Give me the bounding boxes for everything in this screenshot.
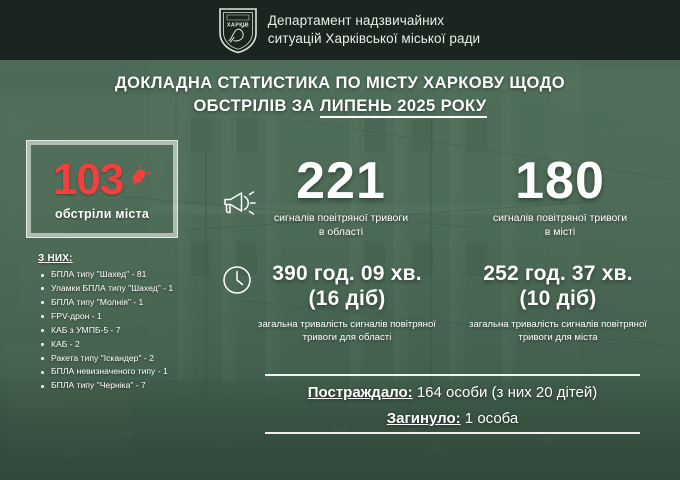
casualties-injured-row: Постраждало: 164 особи (з них 20 дітей) <box>265 384 640 402</box>
duration-city-hours: 252 год. 37 хв. <box>483 262 633 285</box>
casualties-divider-bottom <box>265 432 640 434</box>
list-item: КАБ з УМПБ-5 - 7 <box>38 324 248 338</box>
casualties-killed-row: Загинуло: 1 особа <box>265 410 640 428</box>
duration-oblast-caption: загальна тривалість сигналів повітряної … <box>258 318 436 343</box>
duration-city-caption: загальна тривалість сигналів повітряної … <box>469 318 647 343</box>
breakdown-list: БПЛА типу "Шахед" - 81 Уламки БПЛА типу … <box>38 268 248 393</box>
shellings-count-row: 103 <box>52 155 152 205</box>
breakdown-title: З НИХ: <box>38 253 73 264</box>
casualties-injured-value: 164 особи (з них 20 дітей) <box>412 384 598 401</box>
duration-city-block: 252 год. 37 хв. (10 діб) загальна тривал… <box>452 262 664 344</box>
duration-oblast-block: 390 год. 09 хв. (16 діб) загальна тривал… <box>252 262 442 344</box>
kharkiv-shield-emblem-icon: ХАРКІВ <box>218 7 257 53</box>
signals-oblast-value: 221 <box>296 152 386 210</box>
shellings-count-block: 103 обстріли міста <box>26 140 178 238</box>
shellings-count-label: обстріли міста <box>54 206 150 221</box>
signals-city-block: 180 сигналів повітряної тривоги в місті <box>460 152 660 239</box>
duration-oblast-days: (16 діб) <box>308 286 386 310</box>
signals-city-caption: сигналів повітряної тривоги в місті <box>492 211 628 238</box>
signals-city-value: 180 <box>515 152 605 210</box>
list-item: БПЛА типу "Шахед" - 81 <box>38 268 248 282</box>
casualties-killed-value: 1 особа <box>460 410 519 427</box>
megaphone-icon <box>224 191 256 215</box>
bomb-icon <box>132 165 152 187</box>
headline-period-accent: ЛИПЕНЬ 2025 РОКУ <box>319 97 487 119</box>
duration-oblast-hours: 390 год. 09 хв. <box>272 262 422 285</box>
casualties-injured-label: Постраждало: <box>307 384 413 401</box>
duration-city-days: (10 діб) <box>519 286 597 310</box>
breakdown-section: З НИХ: БПЛА типу "Шахед" - 81 Уламки БПЛ… <box>38 253 248 393</box>
signals-oblast-caption: сигналів повітряної тривоги в області <box>273 211 409 238</box>
list-item: Уламки БПЛА типу "Шахед" - 1 <box>38 282 248 296</box>
headline-line-1: ДОКЛАДНА СТАТИСТИКА ПО МІСТУ ХАРКОВУ ЩОД… <box>115 74 565 92</box>
headline-line-2-prefix: ОБСТРІЛІВ ЗА <box>193 97 320 116</box>
casualties-killed-label: Загинуло: <box>386 410 461 427</box>
list-item: FPV-дрон - 1 <box>38 310 248 324</box>
clock-icon <box>223 266 251 294</box>
page-title: ДОКЛАДНА СТАТИСТИКА ПО МІСТУ ХАРКОВУ ЩОД… <box>0 72 680 119</box>
list-item: БПЛА типу "Молнія" - 1 <box>38 296 248 310</box>
shellings-count-value: 103 <box>52 155 124 205</box>
list-item: Ракета типу "Іскандер" - 2 <box>38 352 248 366</box>
headline-line-2: ОБСТРІЛІВ ЗА ЛИПЕНЬ 2025 РОКУ <box>0 95 680 119</box>
list-item: БПЛА типу "Черніка" - 7 <box>38 379 248 393</box>
casualties-divider-top <box>265 374 640 376</box>
signals-oblast-block: 221 сигналів повітряної тривоги в област… <box>246 152 436 239</box>
list-item: БПЛА невизначеного типу - 1 <box>38 365 248 379</box>
svg-text:ХАРКІВ: ХАРКІВ <box>227 22 249 28</box>
list-item: КАБ - 2 <box>38 338 248 352</box>
department-title: Департамент надзвичайних ситуацій Харків… <box>267 13 481 46</box>
header-bar: ХАРКІВ Департамент надзвичайних ситуацій… <box>0 0 680 60</box>
